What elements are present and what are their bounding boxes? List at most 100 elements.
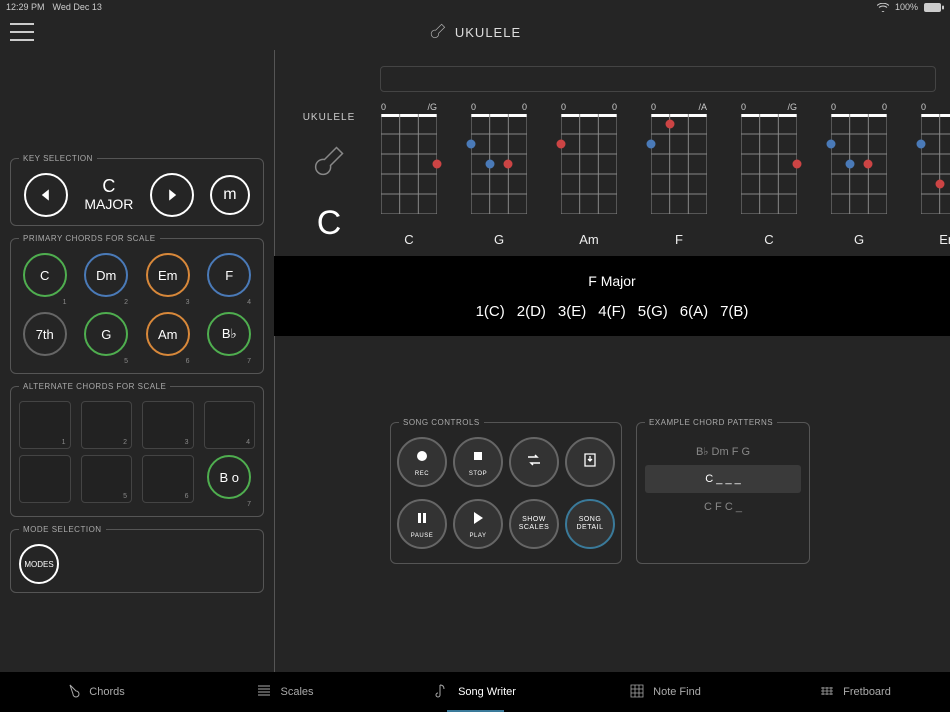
tab-scales[interactable]: Scales xyxy=(190,672,380,712)
primary-chords-legend: PRIMARY CHORDS FOR SCALE xyxy=(19,234,160,243)
chord-diagram-g[interactable]: 00G xyxy=(464,102,534,247)
battery-icon xyxy=(924,3,944,12)
tab-icon xyxy=(819,683,835,702)
chord-button-am[interactable]: Am xyxy=(146,312,190,356)
save-icon xyxy=(581,451,599,474)
tab-chords[interactable]: Chords xyxy=(0,672,190,712)
instrument-icon xyxy=(429,22,447,43)
instrument-label: UKULELE xyxy=(303,112,356,123)
alternate-chords-panel: ALTERNATE CHORDS FOR SCALE 1234 56B o7 xyxy=(10,382,264,517)
chord-button-dm[interactable]: Dm xyxy=(84,253,128,297)
key-minor-label: m xyxy=(223,186,236,204)
alt-chord-num: 6 xyxy=(185,493,189,500)
chord-button-em[interactable]: Em xyxy=(146,253,190,297)
stop-icon xyxy=(470,448,486,469)
song-slot[interactable] xyxy=(380,66,936,92)
chord-button-g[interactable]: G xyxy=(84,312,128,356)
scale-degree: 2(D) xyxy=(517,303,546,320)
chord-diagram-c[interactable]: 0/GC xyxy=(734,102,804,247)
alt-chord-empty[interactable]: 2 xyxy=(81,401,133,449)
rec-icon xyxy=(414,448,430,469)
pause-label: PAUSE xyxy=(411,533,433,539)
key-minor-toggle[interactable]: m xyxy=(210,175,250,215)
alt-chord-empty[interactable]: 6 xyxy=(142,455,194,503)
alt-chord-num: 5 xyxy=(123,493,127,500)
nav-title: UKULELE xyxy=(429,22,521,43)
example-patterns-panel: EXAMPLE CHORD PATTERNS B♭ Dm F GC _ _ _C… xyxy=(636,418,810,564)
scale-degree: 3(E) xyxy=(558,303,586,320)
slash-bass-indicator: 0 xyxy=(612,102,617,112)
pattern-row[interactable]: B♭ Dm F G xyxy=(645,437,801,465)
chord-degree-num: 4 xyxy=(247,299,251,306)
modes-button[interactable]: MODES xyxy=(19,544,59,584)
tab-song-writer[interactable]: Song Writer xyxy=(380,672,570,712)
play-label: PLAY xyxy=(470,533,487,539)
status-time: 12:29 PM xyxy=(6,2,45,12)
detail-button[interactable]: SONGDETAIL xyxy=(565,499,615,549)
tab-icon xyxy=(65,683,81,702)
tab-label: Fretboard xyxy=(843,686,891,698)
key-quality: MAJOR xyxy=(84,197,133,212)
alt-chord-button-b o[interactable]: B o xyxy=(207,455,251,499)
tab-icon xyxy=(629,683,645,702)
slash-bass-indicator: /A xyxy=(698,102,707,112)
chord-button-b♭[interactable]: B♭ xyxy=(207,312,251,356)
chord-diagram-am[interactable]: 00Am xyxy=(554,102,624,247)
key-selection-panel: KEY SELECTION C MAJOR m xyxy=(10,154,264,226)
pause-button[interactable]: PAUSE xyxy=(397,499,447,549)
alt-chord-empty[interactable]: 1 xyxy=(19,401,71,449)
play-button[interactable]: PLAY xyxy=(453,499,503,549)
patterns-legend: EXAMPLE CHORD PATTERNS xyxy=(645,418,777,427)
chord-button-7th[interactable]: 7th xyxy=(23,312,67,356)
slash-bass-indicator: /G xyxy=(427,102,437,112)
tab-fretboard[interactable]: Fretboard xyxy=(760,672,950,712)
alt-chord-empty[interactable]: 5 xyxy=(81,455,133,503)
pattern-row[interactable]: C F C _ xyxy=(645,493,801,521)
chord-diagram-label: Em xyxy=(939,232,950,247)
key-next-button[interactable] xyxy=(150,173,194,217)
chord-diagram-c[interactable]: 0/GC xyxy=(374,102,444,247)
chord-button-c[interactable]: C xyxy=(23,253,67,297)
alt-chord-num: 7 xyxy=(247,501,251,508)
chord-button-f[interactable]: F xyxy=(207,253,251,297)
menu-button[interactable] xyxy=(10,23,34,41)
chord-diagram-label: C xyxy=(404,232,413,247)
status-bar: 12:29 PM Wed Dec 13 100% xyxy=(0,0,950,14)
song-controls-panel: SONG CONTROLS RECSTOP PAUSE PLAY SHOWSCALES… xyxy=(390,418,622,564)
key-selection-legend: KEY SELECTION xyxy=(19,154,97,163)
chord-diagram-label: G xyxy=(494,232,504,247)
chord-diagram-f[interactable]: 0/AF xyxy=(644,102,714,247)
rec-button[interactable]: REC xyxy=(397,437,447,487)
tab-note-find[interactable]: Note Find xyxy=(570,672,760,712)
play-icon xyxy=(470,510,486,531)
instrument-icon-large xyxy=(311,143,347,184)
alt-chord-empty[interactable]: 4 xyxy=(204,401,256,449)
detail-label: SONGDETAIL xyxy=(577,516,604,531)
song-controls-legend: SONG CONTROLS xyxy=(399,418,484,427)
key-prev-button[interactable] xyxy=(24,173,68,217)
fret-dot xyxy=(827,140,836,149)
chord-degree-num: 1 xyxy=(63,299,67,306)
tab-label: Chords xyxy=(89,686,124,698)
alt-chord-empty[interactable]: 3 xyxy=(142,401,194,449)
fret-dot xyxy=(467,140,476,149)
chord-diagram-label: Am xyxy=(579,232,599,247)
chord-degree-num: 3 xyxy=(186,299,190,306)
slash-bass-indicator: /G xyxy=(787,102,797,112)
stop-button[interactable]: STOP xyxy=(453,437,503,487)
open-string-indicator: 0 xyxy=(921,102,926,112)
chord-diagram-em[interactable]: 0/GEm xyxy=(914,102,950,247)
pattern-row[interactable]: C _ _ _ xyxy=(645,465,801,493)
scales-button[interactable]: SHOWSCALES xyxy=(509,499,559,549)
scales-label: SHOWSCALES xyxy=(519,516,550,531)
alt-chord-empty[interactable] xyxy=(19,455,71,503)
scale-degrees: 1(C)2(D)3(E)4(F)5(G)6(A)7(B) xyxy=(476,303,749,320)
fret-dot xyxy=(504,160,513,169)
scale-degree: 7(B) xyxy=(720,303,748,320)
status-battery-text: 100% xyxy=(895,2,918,12)
chord-degree-num: 2 xyxy=(124,299,128,306)
wifi-icon xyxy=(877,3,889,12)
loop-button[interactable] xyxy=(509,437,559,487)
chord-diagram-g[interactable]: 00G xyxy=(824,102,894,247)
save-button[interactable] xyxy=(565,437,615,487)
